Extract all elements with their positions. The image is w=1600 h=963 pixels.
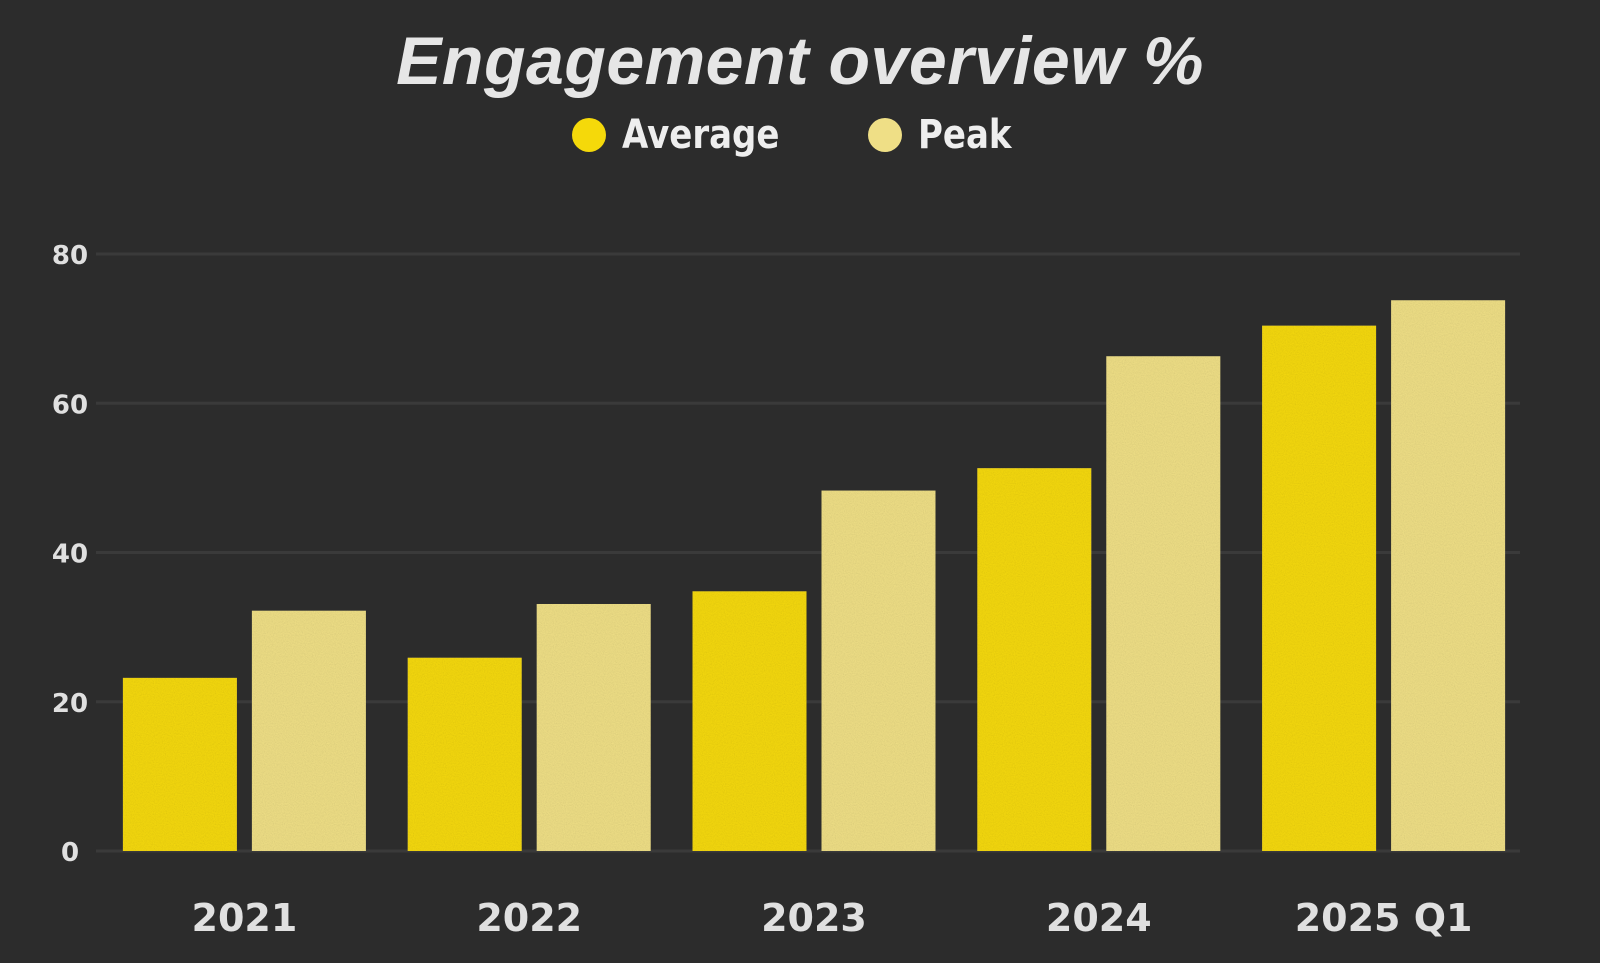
bar-average-2024 — [977, 468, 1092, 851]
x-tick-label: 2025 Q1 — [1295, 896, 1473, 940]
bar-peak-2024 — [1106, 356, 1221, 851]
bar-average-2021 — [122, 677, 237, 851]
bar-average-2025-q1 — [1262, 325, 1377, 851]
y-tick-label: 20 — [52, 689, 88, 719]
legend-swatch-average — [572, 118, 607, 152]
bar-peak-2021 — [251, 610, 366, 851]
y-tick-label: 40 — [52, 540, 88, 570]
x-tick-label: 2023 — [761, 896, 867, 940]
y-tick-label: 0 — [61, 838, 79, 868]
bar-peak-2025-q1 — [1391, 300, 1506, 852]
bars — [122, 300, 1506, 852]
x-axis-ticks: 2021 2022 2023 2024 2025 Q1 — [192, 896, 1473, 940]
legend: Average Peak — [0, 112, 1600, 158]
legend-label-average: Average — [622, 112, 780, 158]
bar-average-2022 — [407, 657, 522, 851]
legend-item-average: Average — [572, 112, 807, 158]
y-tick-label: 80 — [52, 241, 88, 271]
y-axis-ticks: 0 20 40 60 80 — [52, 241, 88, 868]
x-tick-label: 2021 — [192, 896, 298, 940]
legend-swatch-peak — [867, 118, 902, 152]
legend-item-peak: Peak — [867, 112, 1028, 158]
bar-average-2023 — [692, 591, 807, 851]
chart-title: Engagement overview % — [396, 23, 1204, 99]
bar-peak-2022 — [536, 603, 651, 851]
legend-label-peak: Peak — [917, 112, 1012, 158]
bar-peak-2023 — [821, 490, 936, 851]
y-tick-label: 60 — [52, 390, 88, 420]
x-tick-label: 2022 — [476, 896, 582, 940]
x-tick-label: 2024 — [1046, 896, 1152, 940]
